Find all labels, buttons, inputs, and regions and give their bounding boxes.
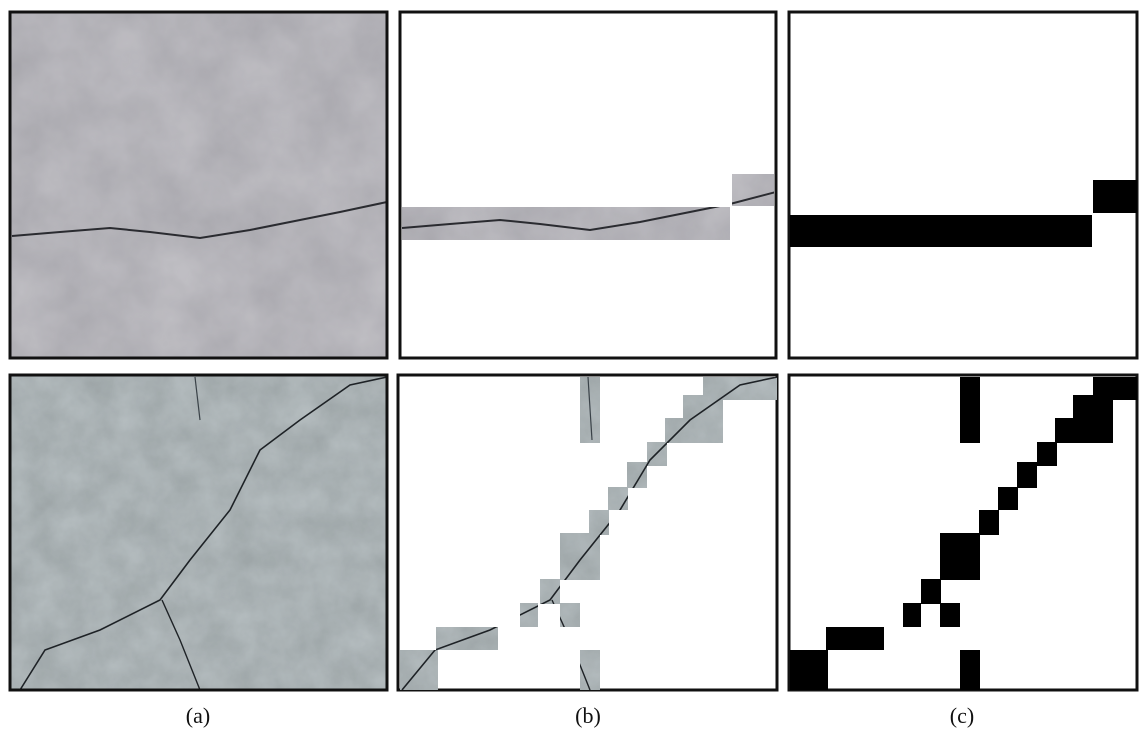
patches-b2 [398,375,777,690]
caption: (a) [186,703,210,728]
caption: (c) [950,703,974,728]
photo-a1 [10,12,387,358]
patches-b1 [400,12,776,358]
mask-c1 [789,12,1137,358]
photo-a2 [10,375,387,690]
figure: (a) (b) (c) [0,0,1139,739]
caption: (b) [575,703,601,728]
mask-c2 [789,375,1137,690]
